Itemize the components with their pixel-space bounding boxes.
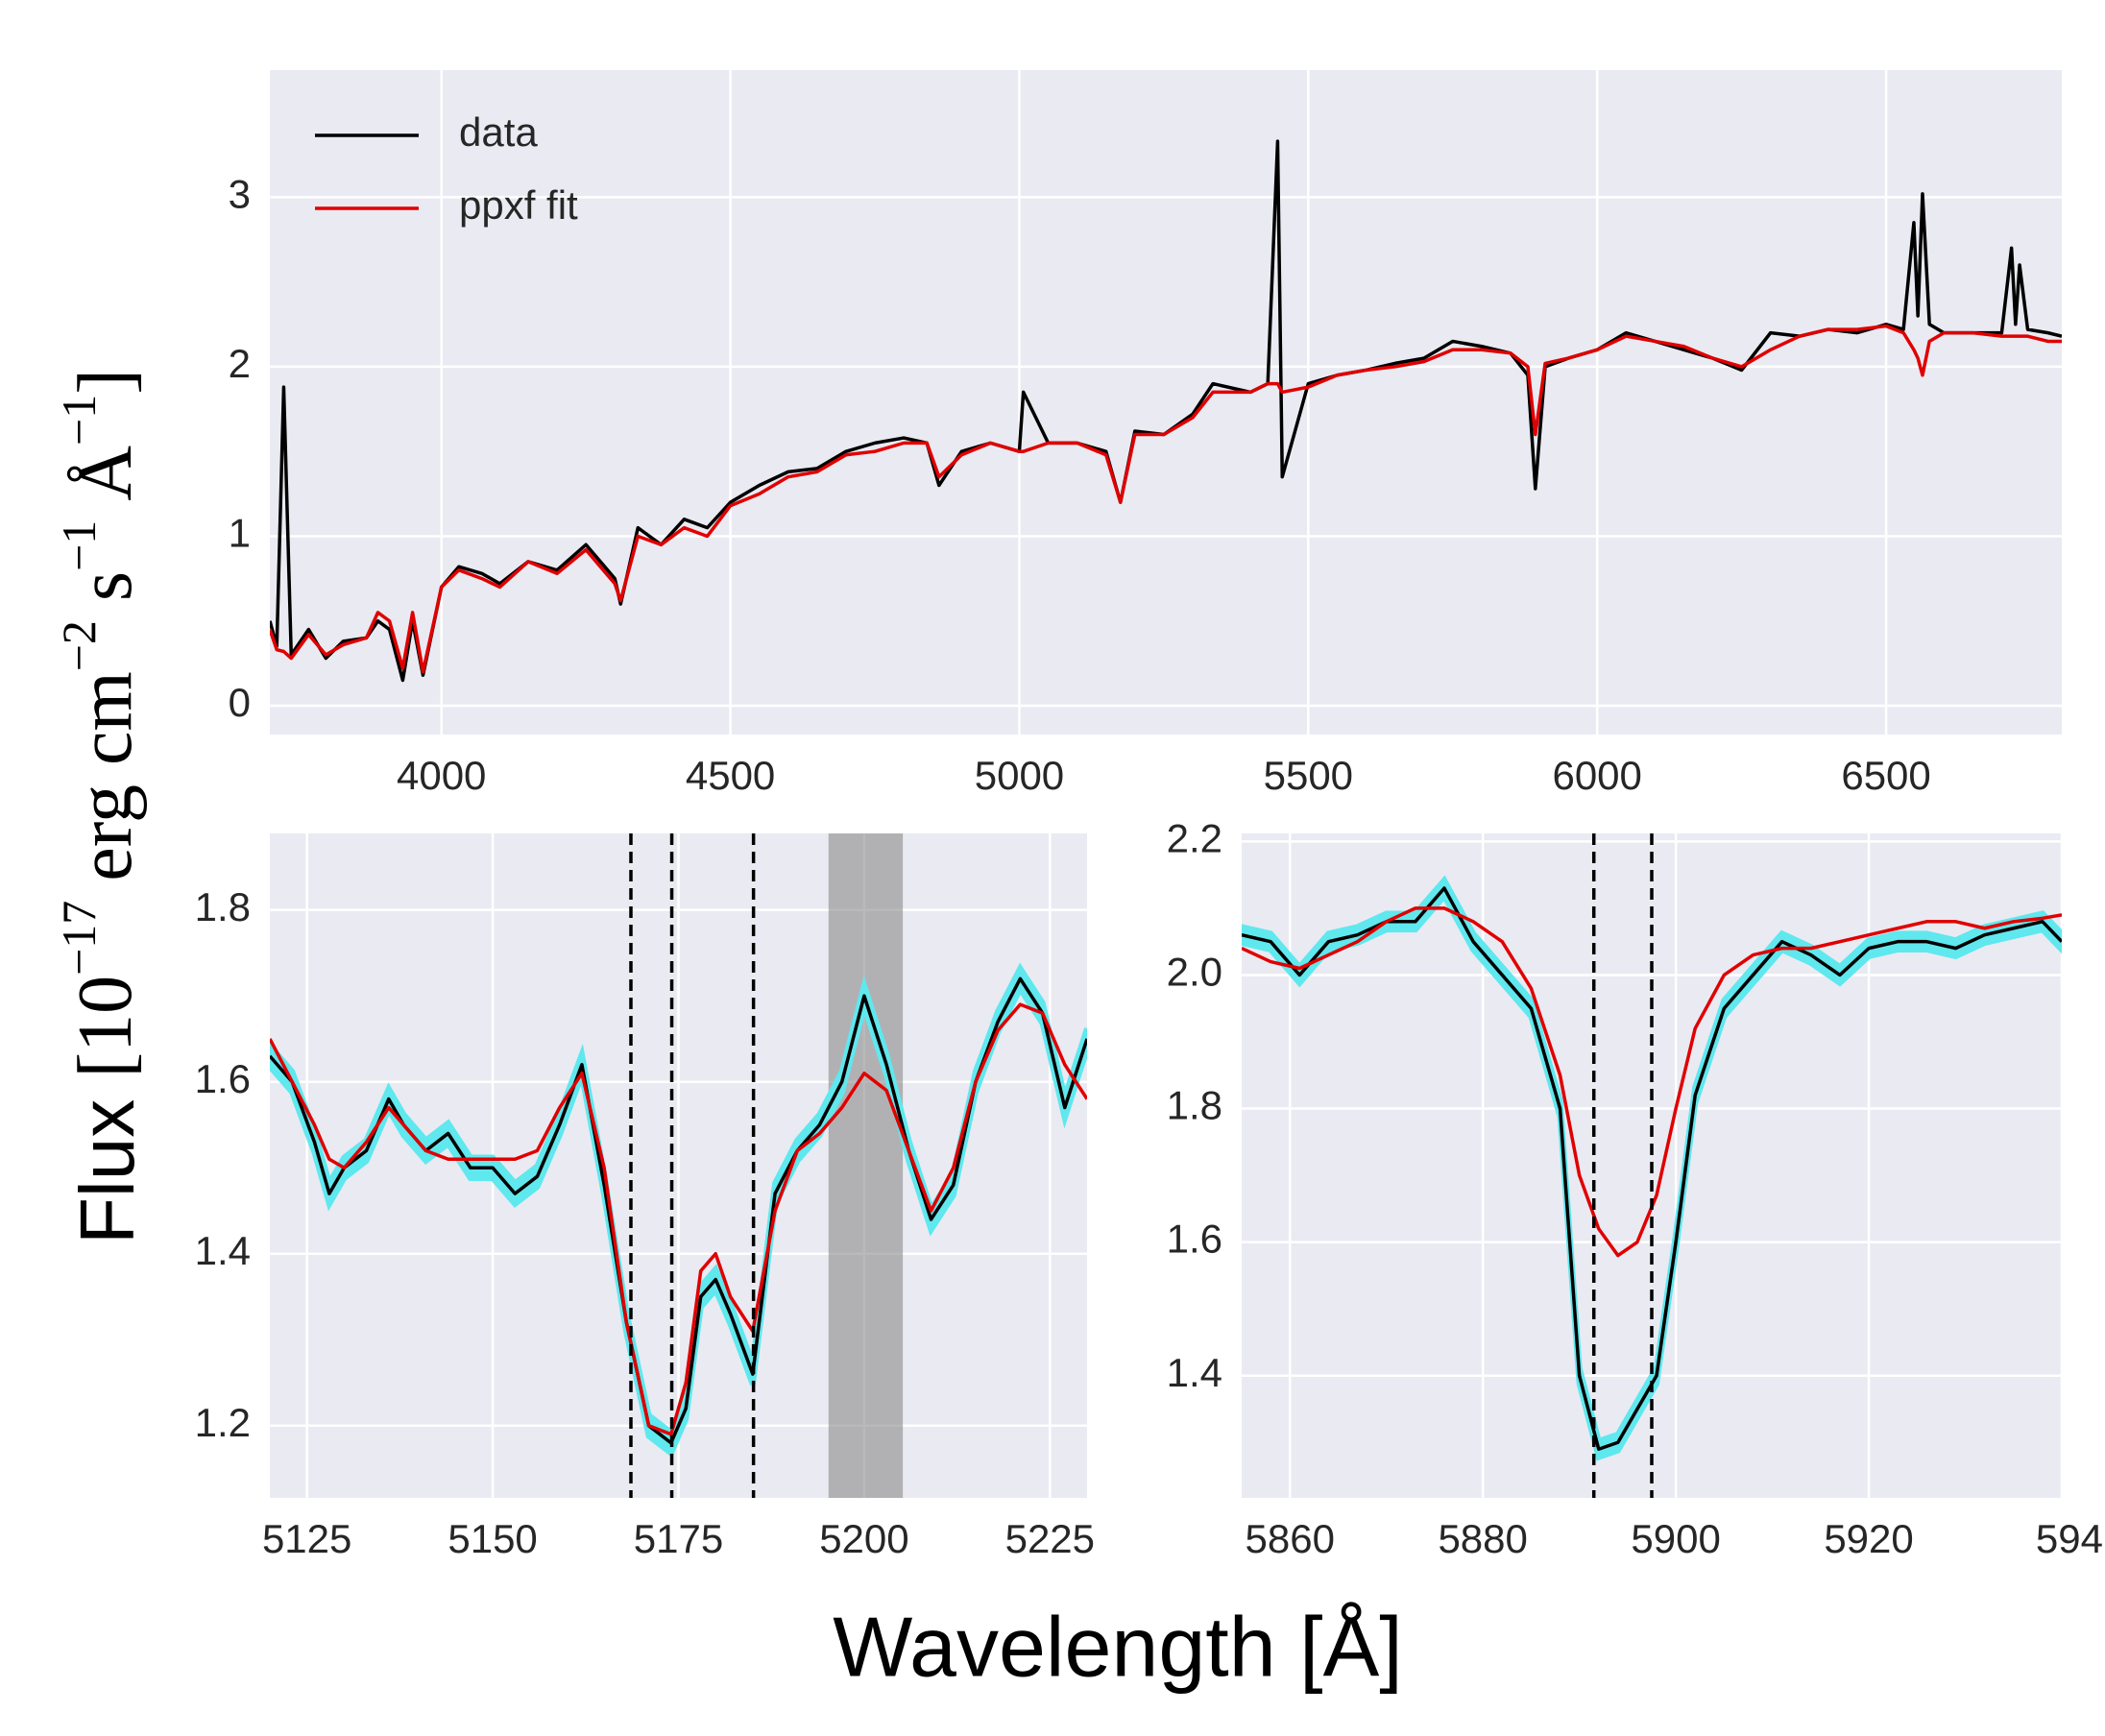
y-label-part: Flux [64,1078,150,1244]
x-tick-label: 5150 [448,1516,537,1561]
y-tick-label: 0 [229,680,251,725]
y-label-part: −1 [52,395,106,446]
y-label-part: [10 [63,976,148,1078]
legend-label: data [459,109,538,155]
y-label-part: s [63,571,148,620]
y-tick-label: 1.6 [1167,1217,1222,1262]
x-tick-label: 5200 [819,1516,908,1561]
line-1 [1242,906,2062,1258]
y-tick-label: 1.4 [1167,1350,1222,1395]
y-label-part: −2 [52,620,106,671]
plot-area [270,833,1087,1498]
y-tick-label: 1.6 [195,1056,251,1101]
line-1 [270,1002,1087,1436]
line-1 [270,324,2062,674]
y-label-part: Å [63,446,148,520]
line-0 [270,976,1087,1445]
shaded-region [828,833,904,1498]
legend-label: ppxf fit [459,182,578,228]
y-tick-label: 2.2 [1167,815,1222,860]
y-tick-label: 1.4 [195,1228,251,1273]
plot-area [1242,833,2062,1498]
x-tick-label: 6500 [1841,753,1930,798]
x-tick-label: 5900 [1631,1516,1720,1561]
x-tick-label: 5125 [262,1516,351,1561]
x-tick-label: 6000 [1552,753,1641,798]
x-tick-label: 5500 [1264,753,1353,798]
plot-area [270,70,2062,735]
y-label-part: ] [63,369,148,395]
y-tick-label: 3 [229,171,251,216]
y-tick-label: 1.8 [1167,1083,1222,1128]
y-tick-label: 1.8 [195,884,251,929]
y-tick-label: 2 [229,341,251,386]
x-tick-label: 594 [2036,1516,2103,1561]
line-0 [1242,886,2062,1451]
y-axis-label: Flux [10−17 erg cm−2 s−1 Å−1] [52,369,150,1244]
x-tick-label: 5920 [1824,1516,1913,1561]
y-label-part: erg cm [63,671,148,900]
error-band [270,962,1087,1459]
x-tick-label: 4000 [397,753,486,798]
y-label-part: −17 [52,901,106,976]
y-tick-label: 2.0 [1167,950,1222,995]
y-tick-label: 1 [229,511,251,556]
plot-background [270,70,2062,735]
x-tick-label: 4500 [686,753,775,798]
x-tick-label: 5225 [1005,1516,1095,1561]
y-label-part: −1 [52,520,106,571]
x-tick-label: 5000 [975,753,1064,798]
x-axis-label: Wavelength [Å] [833,1599,1402,1694]
y-tick-label: 1.2 [195,1400,251,1445]
x-tick-label: 5860 [1246,1516,1335,1561]
x-tick-label: 5880 [1438,1516,1527,1561]
x-tick-label: 5175 [634,1516,723,1561]
